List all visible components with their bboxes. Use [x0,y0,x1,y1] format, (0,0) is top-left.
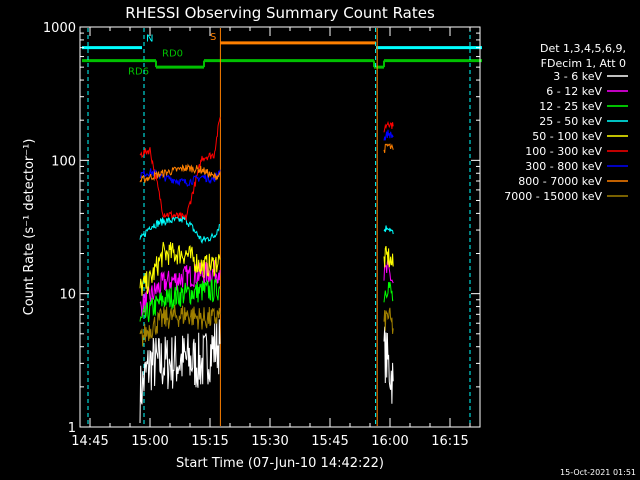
legend-label: 50 - 100 keV [532,130,602,143]
series-line-1 [139,260,221,318]
chart-title: RHESSI Observing Summary Count Rates [125,4,435,22]
series-line-0 [139,319,221,424]
legend-label: 800 - 7000 keV [518,175,602,188]
y-tick-label: 1000 [43,21,76,36]
series-line-6 [139,168,221,187]
series-line-5 [139,117,221,221]
x-tick-label: 15:15 [191,434,228,449]
series-line-2 [383,281,394,303]
series-line-6 [383,129,394,141]
legend-header: Det 1,3,4,5,6,9, [540,42,626,55]
series-line-2 [139,278,221,323]
legend-label: 12 - 25 keV [539,100,602,113]
series-line-7 [383,143,394,154]
y-tick-label: 1 [68,421,76,436]
annotation-rd0: RD0 [162,49,183,60]
series-line-8 [139,304,221,347]
series-line-8 [383,307,394,334]
x-tick-label: 15:45 [311,434,348,449]
y-axis-label: Count Rate (s⁻¹ detector⁻¹) [22,139,37,316]
vertical-markers [87,28,471,426]
x-tick-label: 15:30 [251,434,288,449]
legend-label: 7000 - 15000 keV [504,190,602,203]
legend-label: 3 - 6 keV [553,70,602,83]
y-tick-label: 100 [51,154,76,169]
x-axis-label: Start Time (07-Jun-10 14:42:22) [176,456,384,471]
series-line-7 [139,163,221,183]
legend-header: FDecim 1, Att 0 [541,57,626,70]
x-tick-label: 14:45 [71,434,108,449]
x-tick-label: 16:15 [431,434,468,449]
legend-label: 6 - 12 keV [546,85,602,98]
x-tick-label: 16:00 [371,434,408,449]
legend-label: 100 - 300 keV [525,145,602,158]
series-line-0 [383,326,394,404]
legend-label: 300 - 800 keV [525,160,602,173]
legend: Det 1,3,4,5,6,9, FDecim 1, Att 03 - 6 keV… [504,42,628,203]
series-line-4 [139,241,221,296]
flag-bars: N RD0 RD6 S [82,32,482,78]
annotation-n: N [146,33,153,44]
series-line-5 [383,120,394,133]
series-line-3 [383,225,394,235]
series-lines [139,117,394,424]
plot-frame [79,26,481,428]
annotation-rd6: RD6 [128,67,149,78]
axes: 1 10 100 1000 14:45 15:00 15:15 15:30 15:45 16:00… [43,21,480,449]
series-line-1 [383,258,394,284]
series-line-3 [139,214,221,245]
annotation-s: S [210,32,216,43]
y-tick-label: 10 [59,288,76,303]
legend-label: 25 - 50 keV [539,115,602,128]
footer-timestamp: 15-Oct-2021 01:51 [560,468,636,477]
x-tick-label: 15:00 [131,434,168,449]
series-line-4 [383,245,394,268]
